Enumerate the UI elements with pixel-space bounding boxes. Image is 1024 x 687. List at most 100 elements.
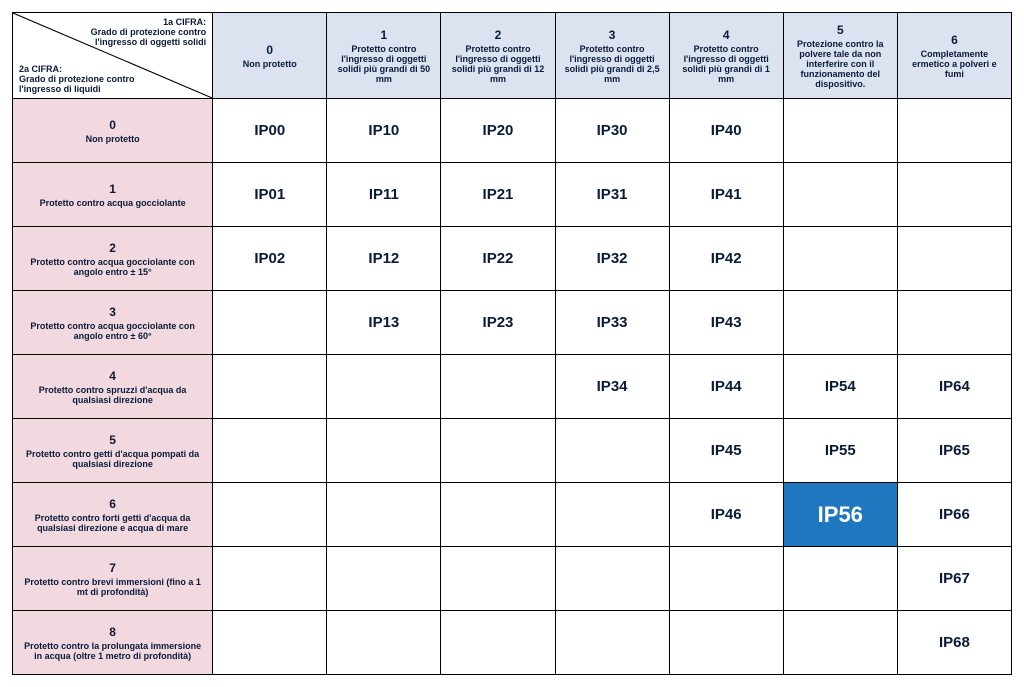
ip-cell: IP41 (669, 163, 783, 227)
row-header-1: 1 Protetto contro acqua gocciolante (13, 163, 213, 227)
row-number: 4 (19, 369, 206, 383)
second-digit-title: 2a CIFRA: (19, 64, 62, 74)
ip-cell (555, 547, 669, 611)
table-row: 5 Protetto contro getti d'acqua pompati d… (13, 419, 1012, 483)
ip-cell: IP68 (897, 611, 1011, 675)
column-desc: Protetto contro l'ingresso di oggetti so… (338, 44, 431, 84)
row-number: 1 (19, 182, 206, 196)
column-number: 6 (904, 33, 1005, 47)
ip-cell (669, 611, 783, 675)
ip-cell (213, 547, 327, 611)
table-row: 7Protetto contro brevi immersioni (fino … (13, 547, 1012, 611)
ip-cell: IP02 (213, 227, 327, 291)
ip-cell (783, 227, 897, 291)
ip-cell (555, 419, 669, 483)
ip-cell (897, 163, 1011, 227)
header-row: 1a CIFRA: Grado di protezione contro l'i… (13, 13, 1012, 99)
ip-cell: IP34 (555, 355, 669, 419)
ip-cell: IP54 (783, 355, 897, 419)
table-row: 1Protetto contro acqua gocciolanteIP01IP… (13, 163, 1012, 227)
column-header-3: 3Protetto contro l'ingresso di oggetti s… (555, 13, 669, 99)
ip-cell (327, 419, 441, 483)
ip-cell (897, 227, 1011, 291)
ip-cell (441, 419, 555, 483)
ip-cell (327, 355, 441, 419)
second-digit-desc: Grado di protezione contro l'ingresso di… (19, 74, 135, 94)
row-header-6: 6Protetto contro forti getti d'acqua da … (13, 483, 213, 547)
ip-cell (783, 99, 897, 163)
ip-cell (897, 291, 1011, 355)
ip-cell: IP22 (441, 227, 555, 291)
row-header-7: 7Protetto contro brevi immersioni (fino … (13, 547, 213, 611)
row-number: 0 (19, 118, 206, 132)
table-row: 2Protetto contro acqua gocciolante con a… (13, 227, 1012, 291)
ip-rating-table: 1a CIFRA: Grado di protezione contro l'i… (12, 12, 1012, 675)
ip-cell (213, 291, 327, 355)
ip-cell: IP32 (555, 227, 669, 291)
ip-cell (213, 355, 327, 419)
table-row: 4 Protetto contro spruzzi d'acqua da qual… (13, 355, 1012, 419)
table-row: 0Non protettoIP00IP10IP20IP30IP40 (13, 99, 1012, 163)
table-row: 3Protetto contro acqua gocciolante con a… (13, 291, 1012, 355)
row-number: 5 (19, 433, 206, 447)
ip-cell (327, 547, 441, 611)
ip-cell: IP40 (669, 99, 783, 163)
ip-cell (213, 611, 327, 675)
ip-cell: IP11 (327, 163, 441, 227)
row-desc: Protetto contro acqua gocciolante con an… (30, 321, 195, 341)
column-desc: Non protetto (243, 59, 297, 69)
column-header-4: 4 Protetto contro l'ingresso di oggetti s… (669, 13, 783, 99)
row-desc: Protetto contro getti d'acqua pompati da… (26, 449, 199, 469)
row-desc: Protetto contro spruzzi d'acqua da quals… (39, 385, 187, 405)
column-number: 0 (219, 43, 320, 57)
ip-cell: IP44 (669, 355, 783, 419)
corner-top-label: 1a CIFRA: Grado di protezione contro l'i… (83, 17, 206, 47)
ip-cell: IP64 (897, 355, 1011, 419)
ip-cell (441, 547, 555, 611)
row-desc: Protetto contro acqua gocciolante (40, 198, 186, 208)
column-header-6: 6Completamente ermetico a polveri e fumi (897, 13, 1011, 99)
column-header-2: 2Protetto contro l'ingresso di oggetti s… (441, 13, 555, 99)
ip-cell: IP55 (783, 419, 897, 483)
ip-cell: IP33 (555, 291, 669, 355)
ip-cell (555, 611, 669, 675)
column-header-0: 0 Non protetto (213, 13, 327, 99)
row-header-3: 3Protetto contro acqua gocciolante con a… (13, 291, 213, 355)
ip-cell: IP46 (669, 483, 783, 547)
row-number: 7 (19, 561, 206, 575)
ip-cell (783, 611, 897, 675)
row-header-2: 2Protetto contro acqua gocciolante con a… (13, 227, 213, 291)
table-row: 8Protetto contro la prolungata immersion… (13, 611, 1012, 675)
ip-cell: IP12 (327, 227, 441, 291)
ip-cell (669, 547, 783, 611)
ip-cell: IP56 (783, 483, 897, 547)
ip-cell: IP67 (897, 547, 1011, 611)
ip-cell (441, 611, 555, 675)
ip-cell (555, 483, 669, 547)
table-row: 6Protetto contro forti getti d'acqua da … (13, 483, 1012, 547)
column-header-5: 5Protezione contro la polvere tale da no… (783, 13, 897, 99)
column-header-1: 1 Protetto contro l'ingresso di oggetti s… (327, 13, 441, 99)
row-desc: Protetto contro la prolungata immersione… (24, 641, 201, 661)
ip-cell: IP45 (669, 419, 783, 483)
ip-cell: IP20 (441, 99, 555, 163)
ip-cell: IP43 (669, 291, 783, 355)
column-number: 4 (676, 28, 777, 42)
ip-cell: IP65 (897, 419, 1011, 483)
column-number: 2 (447, 28, 548, 42)
column-number: 5 (790, 23, 891, 37)
ip-cell: IP31 (555, 163, 669, 227)
column-number: 1 (333, 28, 434, 42)
ip-cell: IP01 (213, 163, 327, 227)
ip-cell (897, 99, 1011, 163)
ip-cell (783, 163, 897, 227)
column-desc: Protetto contro l'ingresso di oggetti so… (682, 44, 770, 84)
ip-cell: IP21 (441, 163, 555, 227)
ip-cell: IP66 (897, 483, 1011, 547)
row-number: 2 (19, 241, 206, 255)
ip-cell (327, 611, 441, 675)
row-number: 6 (19, 497, 206, 511)
column-desc: Protetto contro l'ingresso di oggetti so… (565, 44, 660, 84)
row-desc: Non protetto (86, 134, 140, 144)
ip-cell: IP13 (327, 291, 441, 355)
